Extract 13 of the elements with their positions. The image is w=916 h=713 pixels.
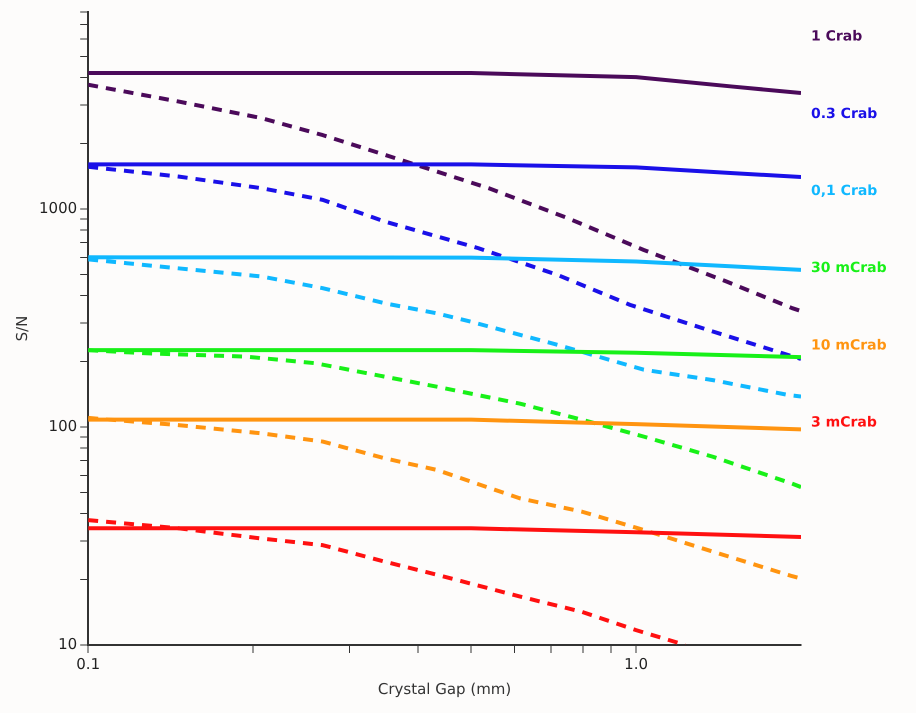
x-tick-label: 0.1 [76,654,100,673]
text: 0,1 Crab [811,183,878,200]
text: 1 Crab [811,28,862,45]
text: 0.3 Crab [811,106,878,122]
text: 30 mCrab [811,260,887,276]
x-tick-label: 1.0 [624,654,648,673]
text: 10 mCrab [811,337,887,354]
y-tick-label: 1000 [38,198,78,217]
y-tick-label: 10 [58,634,78,653]
x-axis-title: Crystal Gap (mm) [378,680,512,698]
text: 3 mCrab [811,414,877,431]
y-tick-label: 100 [48,416,78,435]
y-axis-title: S/N [12,316,31,342]
